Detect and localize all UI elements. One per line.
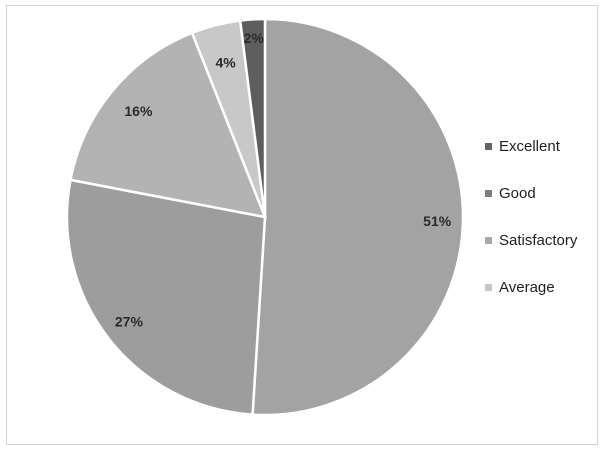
pie-slice: [238, 17, 267, 218]
legend-swatch: [485, 283, 492, 291]
legend-label: Good: [499, 184, 536, 202]
legend-item-satisfactory: Satisfactory: [485, 230, 603, 250]
pie-slice-label: 2%: [244, 30, 265, 46]
pie-slice-label: 27%: [115, 313, 144, 329]
legend-label: Satisfactory: [499, 231, 578, 249]
pie-slice: [69, 31, 267, 219]
legend-swatch: [485, 236, 492, 244]
pie-slice-label: 51%: [423, 213, 452, 229]
pie-slices: [65, 17, 465, 417]
legend-label: Excellent: [499, 137, 560, 155]
legend-swatch: [485, 189, 492, 197]
legend-item-average: Average: [485, 277, 603, 297]
pie-data-labels: 51% 27% 16% 4% 2%: [115, 30, 452, 329]
legend-item-good: Good: [485, 183, 603, 203]
pie-slice-label: 4%: [215, 54, 236, 70]
pie-slice: [251, 17, 465, 417]
pie-chart: 51% 27% 16% 4% 2%: [65, 17, 465, 417]
legend-swatch: [485, 142, 492, 150]
chart-area: 51% 27% 16% 4% 2% Excellent Good Satisfactor…: [6, 5, 598, 445]
legend-item-excellent: Excellent: [485, 136, 603, 156]
legend: Excellent Good Satisfactory Average: [485, 136, 603, 324]
legend-label: Average: [499, 278, 555, 296]
pie-slice: [65, 178, 267, 416]
pie-slice-label: 16%: [124, 103, 153, 119]
